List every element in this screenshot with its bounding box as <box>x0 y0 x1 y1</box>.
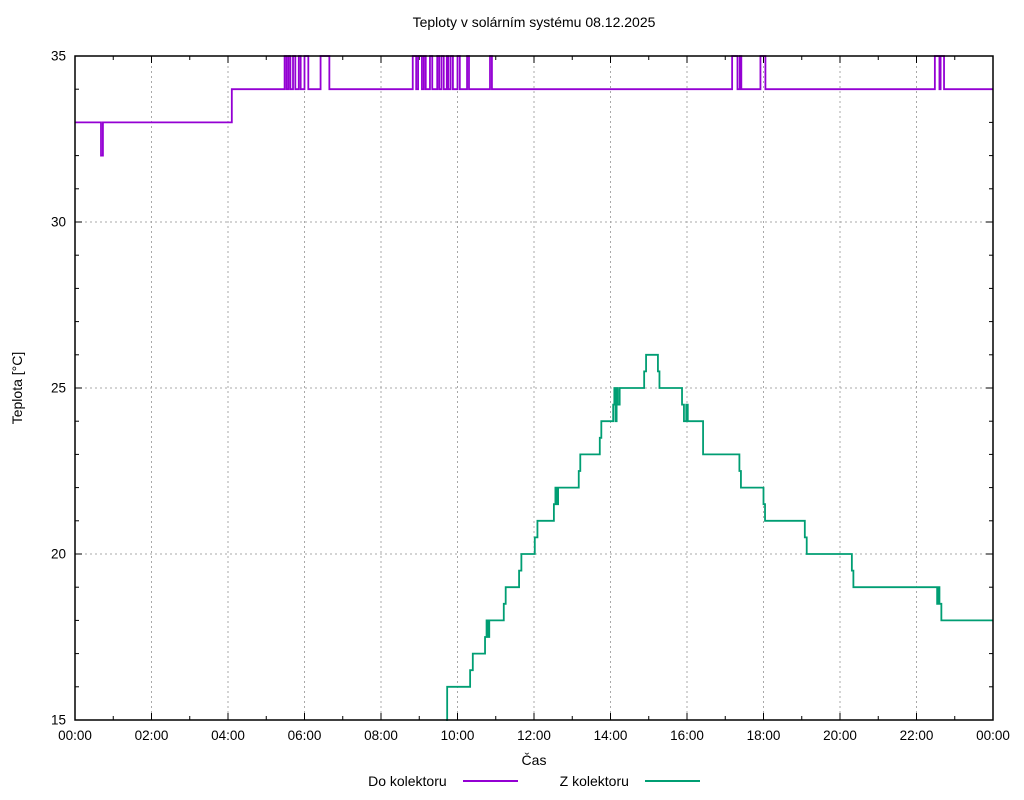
y-tick-labels: 15 20 25 30 35 <box>51 49 66 728</box>
series-z-kolektoru <box>446 353 993 721</box>
legend: Do kolektoru Z kolektoru <box>75 773 993 789</box>
x-tick-label: 00:00 <box>976 728 1010 743</box>
x-tick-label: 12:00 <box>517 728 551 743</box>
y-tick-label: 25 <box>51 381 66 396</box>
x-tick-label: 04:00 <box>211 728 245 743</box>
x-tick-labels: 00:00 02:00 04:00 06:00 08:00 10:00 12:00 14:00… <box>58 728 1010 743</box>
x-axis-label: Čas <box>521 752 547 768</box>
legend-line-do-kolektoru <box>462 780 518 782</box>
y-tick-label: 35 <box>51 49 66 64</box>
x-tick-label: 22:00 <box>900 728 934 743</box>
x-tick-label: 00:00 <box>58 728 92 743</box>
legend-label-z-kolektoru: Z kolektoru <box>559 773 629 789</box>
x-tick-label: 20:00 <box>823 728 857 743</box>
x-tick-label: 14:00 <box>594 728 628 743</box>
gridlines <box>75 56 993 720</box>
legend-item-do-kolektoru: Do kolektoru <box>368 773 518 789</box>
y-tick-label: 15 <box>51 713 66 728</box>
x-tick-label: 10:00 <box>441 728 475 743</box>
chart-title: Teploty v solárním systému 08.12.2025 <box>412 14 656 30</box>
x-tick-label: 02:00 <box>135 728 169 743</box>
legend-label-do-kolektoru: Do kolektoru <box>368 773 447 789</box>
series-do-kolektoru <box>75 55 993 157</box>
plot-border <box>74 55 994 721</box>
x-tick-label: 18:00 <box>747 728 781 743</box>
x-tick-label: 06:00 <box>288 728 322 743</box>
legend-item-z-kolektoru: Z kolektoru <box>560 773 700 789</box>
y-tick-label: 20 <box>51 547 66 562</box>
x-tick-label: 16:00 <box>670 728 704 743</box>
legend-line-z-kolektoru <box>644 780 700 782</box>
x-tick-label: 08:00 <box>364 728 398 743</box>
y-tick-label: 30 <box>51 215 66 230</box>
